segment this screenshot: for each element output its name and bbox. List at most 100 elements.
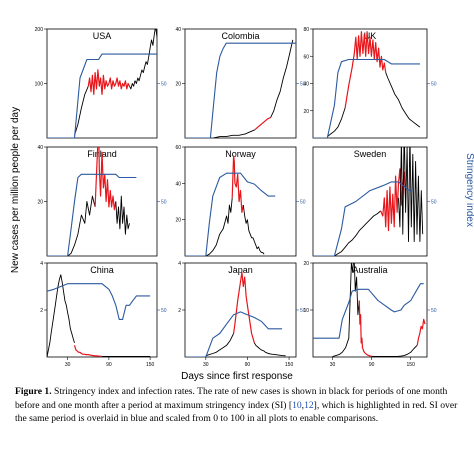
y-tick-label: 20: [303, 109, 309, 115]
y-tick-label: 4: [178, 261, 181, 267]
panel-frame: [46, 28, 158, 139]
y-tick-label: 40: [37, 145, 43, 151]
y-tick-label: 20: [175, 218, 181, 224]
panel-usa: USA 100 200 50: [35, 27, 167, 139]
panel-title-usa: USA: [93, 31, 112, 41]
cases-line-finland-2: [115, 195, 130, 235]
y-tick-label: 4: [40, 261, 43, 267]
si-tick-label: 50: [431, 308, 437, 314]
y-tick-label: 2: [40, 308, 43, 314]
panel-uk: UK 20 40 60 80 50: [303, 27, 437, 139]
panel-china: China 2 4 50 30 90 150: [40, 261, 167, 368]
x-tick-label: 150: [146, 362, 155, 368]
y-tick-label: 40: [303, 82, 309, 88]
si-line-usa-3: [47, 53, 157, 138]
figure-caption: Figure 1. Stringency index and infection…: [15, 385, 467, 426]
peak-line-uk-1: [344, 31, 387, 109]
panel-series-group: [47, 147, 137, 256]
si-tick-label: 50: [161, 308, 167, 314]
y-tick-label: 40: [175, 27, 181, 33]
panel-series-group: [185, 39, 296, 138]
panel-sweden: Sweden 50: [312, 146, 437, 257]
cases-line-finland-0: [67, 195, 96, 256]
caption-ref-12[interactable]: 12: [304, 399, 314, 411]
x-tick-label: 90: [245, 362, 251, 368]
y-tick-label: 100: [35, 82, 44, 88]
si-line-finland-3: [47, 173, 137, 256]
y-tick-label: 20: [37, 200, 43, 206]
panel-title-australia: Australia: [352, 265, 387, 275]
panel-title-uk: UK: [364, 31, 377, 41]
panel-series-group: [313, 31, 421, 138]
x-tick-label: 30: [330, 362, 336, 368]
panel-frame: [46, 262, 158, 358]
peak-line-japan-1: [233, 271, 255, 344]
panel-title-norway: Norway: [225, 149, 256, 159]
panel-series-group: [47, 274, 151, 357]
panels-group: USA10020050Colombia204050UK2040608050Fin…: [35, 27, 437, 368]
figure-grid: New cases per million people per day Str…: [10, 27, 474, 382]
y-tick-label: 40: [175, 181, 181, 187]
y-axis-title-left: New cases per million people per day: [10, 107, 21, 273]
y-tick-label: 10: [303, 308, 309, 314]
caption-text-1: Stringency index and infection rates. Th…: [15, 386, 448, 411]
panel-title-japan: Japan: [228, 265, 253, 275]
panel-title-colombia: Colombia: [221, 31, 259, 41]
peak-line-china-1: [73, 345, 102, 357]
panel-series-group: [185, 155, 276, 256]
caption-text-2: ], which is highlighted in red. SI over …: [15, 399, 458, 425]
caption-ref-10[interactable]: 10: [292, 399, 302, 411]
panel-title-china: China: [90, 265, 114, 275]
si-line-china-3: [47, 283, 151, 320]
si-tick-label: 50: [300, 308, 306, 314]
x-tick-label: 150: [407, 362, 416, 368]
peak-line-sweden-1: [380, 168, 407, 232]
si-line-sweden-3: [313, 181, 413, 256]
si-tick-label: 50: [431, 82, 437, 88]
si-line-australia-4: [313, 283, 424, 339]
cases-line-norway-0: [205, 197, 233, 256]
si-tick-label: 50: [431, 200, 437, 206]
peak-line-norway-1: [231, 155, 244, 213]
si-line-norway-3: [185, 172, 276, 256]
peak-line-australia-3: [416, 318, 426, 346]
cases-line-norway-2: [242, 205, 265, 255]
si-tick-label: 50: [161, 82, 167, 88]
y-tick-label: 2: [178, 308, 181, 314]
peak-line-usa-1: [87, 69, 131, 96]
y-tick-label: 20: [303, 261, 309, 267]
panel-frame: [184, 146, 297, 257]
y-tick-label: 80: [303, 27, 309, 33]
cases-line-china-0: [47, 274, 75, 357]
panel-frame: [184, 28, 297, 139]
panel-series-group: [47, 29, 157, 138]
x-axis-title: Days since first response: [181, 371, 293, 382]
x-tick-label: 90: [369, 362, 375, 368]
caption-ref-separator: ,: [301, 399, 305, 411]
si-line-uk-3: [313, 58, 420, 138]
x-tick-label: 30: [203, 362, 209, 368]
panel-title-sweden: Sweden: [354, 149, 387, 159]
x-tick-label: 90: [106, 362, 112, 368]
peak-line-colombia-1: [254, 117, 271, 131]
cases-line-japan-0: [205, 333, 235, 357]
cases-line-japan-2: [254, 342, 286, 357]
panel-series-group: [313, 147, 424, 256]
peak-line-australia-1: [358, 300, 372, 357]
cases-line-colombia-0: [213, 129, 255, 138]
si-tick-label: 50: [300, 82, 306, 88]
cases-line-usa-2: [129, 29, 157, 90]
panel-frame: [312, 262, 428, 358]
si-tick-label: 50: [300, 200, 306, 206]
cases-line-sweden-0: [334, 210, 381, 256]
cases-line-uk-0: [327, 107, 346, 137]
cases-line-australia-0: [332, 263, 360, 357]
cases-line-colombia-2: [270, 39, 294, 118]
cases-line-australia-2: [371, 344, 418, 357]
si-line-japan-3: [185, 311, 283, 357]
y-tick-label: 60: [303, 54, 309, 60]
cases-line-sweden-2: [398, 147, 424, 242]
panel-series-group: [185, 271, 286, 357]
